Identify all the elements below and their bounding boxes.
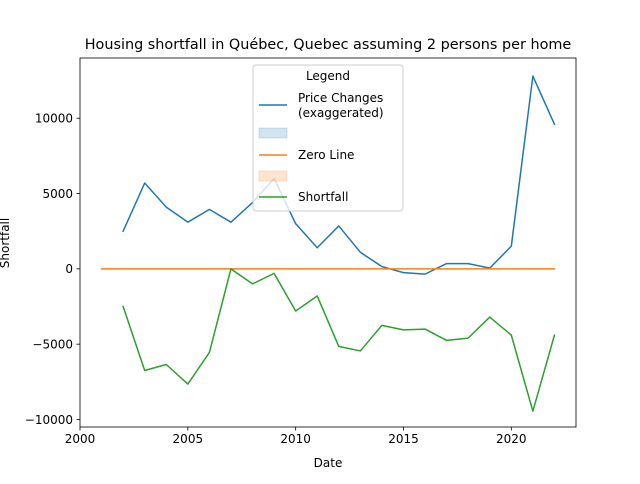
axes-frame: [79, 57, 577, 428]
x-tick-label: 2015: [388, 432, 419, 446]
legend-label: Zero Line: [298, 148, 354, 162]
plot-area: [100, 75, 556, 412]
y-tick-label: 0: [65, 262, 73, 276]
legend-patch-swatch: [258, 170, 288, 182]
chart-title: Housing shortfall in Québec, Quebec assu…: [85, 37, 572, 53]
legend-label: (exaggerated): [298, 106, 384, 120]
legend-title: Legend: [306, 69, 350, 83]
series-line-0: [122, 75, 556, 275]
y-axis-label: Shortfall: [0, 218, 12, 268]
x-tick-label: 2010: [280, 432, 311, 446]
x-tick-label: 2000: [65, 432, 96, 446]
x-axis: 2000 2005 2010 2015 2020: [65, 427, 527, 446]
legend-patch-swatch: [258, 127, 288, 139]
legend-box: [252, 64, 404, 212]
x-axis-label: Date: [314, 456, 343, 470]
y-axis: −10000 −5000 0 5000 10000: [25, 112, 80, 427]
y-tick-label: 10000: [35, 112, 73, 126]
y-tick-label: −5000: [32, 337, 73, 351]
legend-label: Price Changes: [298, 91, 383, 105]
legend: Legend Price Changes(exaggerated) Zero Lin…: [252, 64, 404, 212]
y-tick-label: 5000: [42, 187, 73, 201]
series-line-2: [122, 268, 556, 412]
legend-label: Shortfall: [298, 190, 348, 204]
x-tick-label: 2005: [173, 432, 204, 446]
y-tick-label: −10000: [25, 413, 73, 427]
x-tick-label: 2020: [496, 432, 527, 446]
